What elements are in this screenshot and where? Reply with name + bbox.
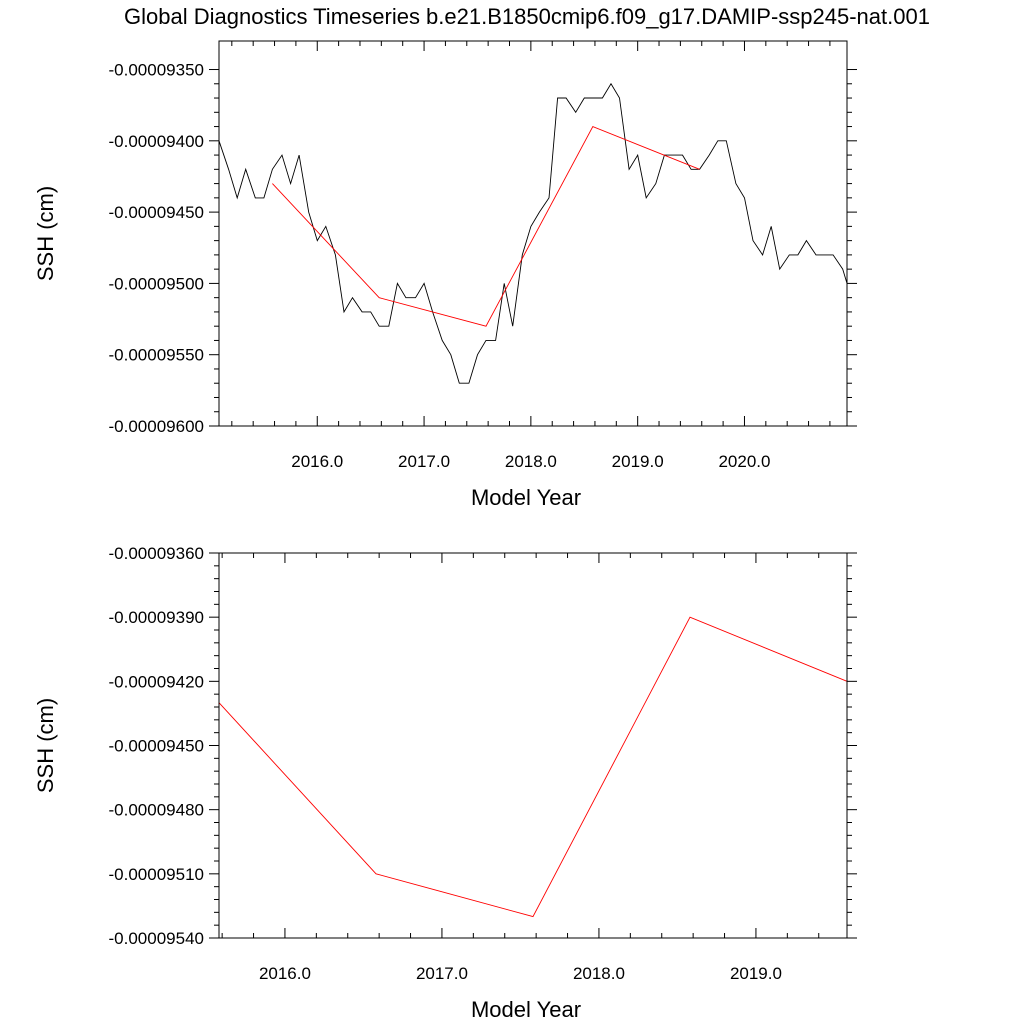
top-y-axis-label: SSH (cm) <box>33 186 58 281</box>
top-x-tick-label: 2020.0 <box>718 452 770 471</box>
top-y-tick-label: -0.00009400 <box>109 132 204 151</box>
top-y-tick-label: -0.00009350 <box>109 61 204 80</box>
bottom-series-line-0 <box>218 616 848 918</box>
bottom-series-layer <box>218 616 848 918</box>
bottom-y-tick-label: -0.00009390 <box>109 608 204 627</box>
top-x-tick-label: 2018.0 <box>505 452 557 471</box>
top-series-line-1 <box>272 126 700 327</box>
bottom-y-tick-label: -0.00009480 <box>109 801 204 820</box>
bottom-x-tick-label: 2017.0 <box>416 964 468 983</box>
bottom-x-axis-label: Model Year <box>471 997 581 1022</box>
bottom-y-tick-label: -0.00009360 <box>109 544 204 563</box>
top-series-line-0 <box>218 82 848 384</box>
top-y-tick-label: -0.00009600 <box>109 417 204 436</box>
figure-title: Global Diagnostics Timeseries b.e21.B185… <box>124 4 930 29</box>
top-chart: 2016.0 2017.0 2018.0 2019.0 2020.0 -0.0000935… <box>33 40 857 510</box>
top-ticks-layer: 2016.0 2017.0 2018.0 2019.0 2020.0 -0.0000935… <box>109 41 857 471</box>
bottom-y-tick-label: -0.00009510 <box>109 865 204 884</box>
top-x-tick-label: 2019.0 <box>612 452 664 471</box>
bottom-plot-frame <box>218 552 848 939</box>
top-series-layer <box>218 82 848 384</box>
top-y-tick-label: -0.00009550 <box>109 346 204 365</box>
top-plot-frame <box>218 40 848 427</box>
top-x-tick-label: 2017.0 <box>398 452 450 471</box>
top-x-tick-label: 2016.0 <box>291 452 343 471</box>
bottom-ticks-layer: 2016.0 2017.0 2018.0 2019.0 -0.00009360 -0.00… <box>109 544 857 983</box>
bottom-x-tick-label: 2018.0 <box>573 964 625 983</box>
bottom-y-tick-label: -0.00009540 <box>109 929 204 948</box>
bottom-chart: 2016.0 2017.0 2018.0 2019.0 -0.00009360 -0.00… <box>33 544 857 1022</box>
bottom-x-tick-label: 2016.0 <box>259 964 311 983</box>
top-y-tick-label: -0.00009500 <box>109 274 204 293</box>
bottom-x-tick-label: 2019.0 <box>730 964 782 983</box>
top-y-tick-label: -0.00009450 <box>109 203 204 222</box>
bottom-y-axis-label: SSH (cm) <box>33 698 58 793</box>
bottom-y-tick-label: -0.00009420 <box>109 672 204 691</box>
top-x-axis-label: Model Year <box>471 485 581 510</box>
bottom-y-tick-label: -0.00009450 <box>109 737 204 756</box>
